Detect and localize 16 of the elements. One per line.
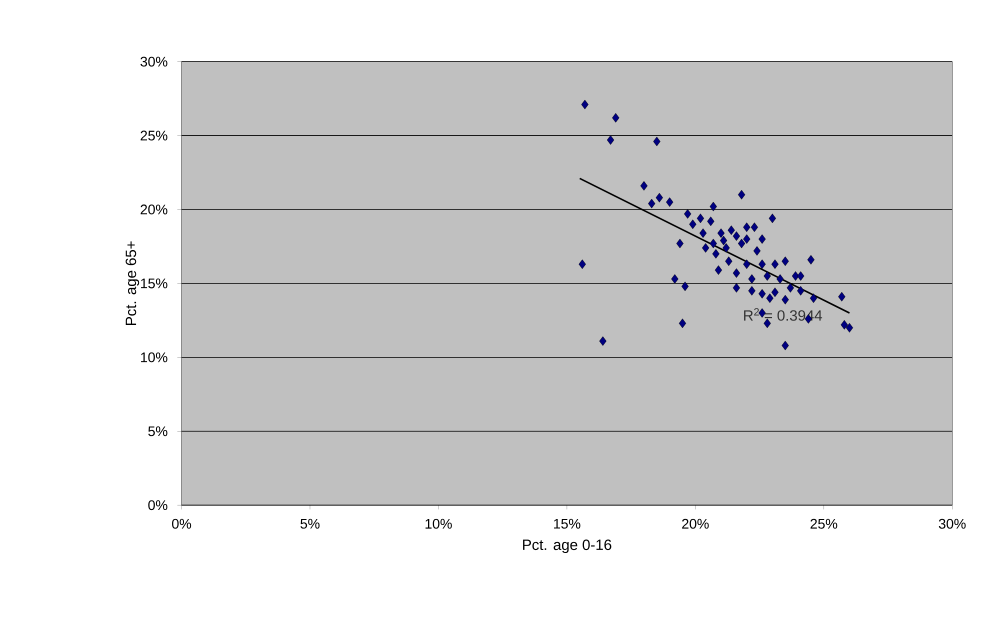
x-tick-label: 20%: [682, 519, 709, 529]
y-tick-label: 0%: [148, 500, 168, 510]
y-tick-label: 5%: [148, 426, 168, 436]
x-axis-title: Pct. age 0-16: [523, 540, 612, 554]
x-tick-label: 5%: [300, 519, 320, 529]
y-tick-label: 10%: [141, 352, 168, 363]
x-tick-label: 15%: [554, 519, 580, 529]
x-tick-label: 30%: [938, 519, 966, 529]
y-tick-label: 15%: [141, 278, 168, 289]
y-tick-label: 25%: [140, 130, 168, 141]
y-tick-label: 30%: [140, 56, 168, 67]
x-tick-label: 10%: [426, 519, 452, 529]
x-tick-label: 25%: [810, 519, 838, 529]
y-axis-title: Pct. age 65+: [126, 242, 140, 326]
x-tick-label: 0%: [172, 519, 192, 529]
y-tick-label: 20%: [140, 204, 168, 215]
